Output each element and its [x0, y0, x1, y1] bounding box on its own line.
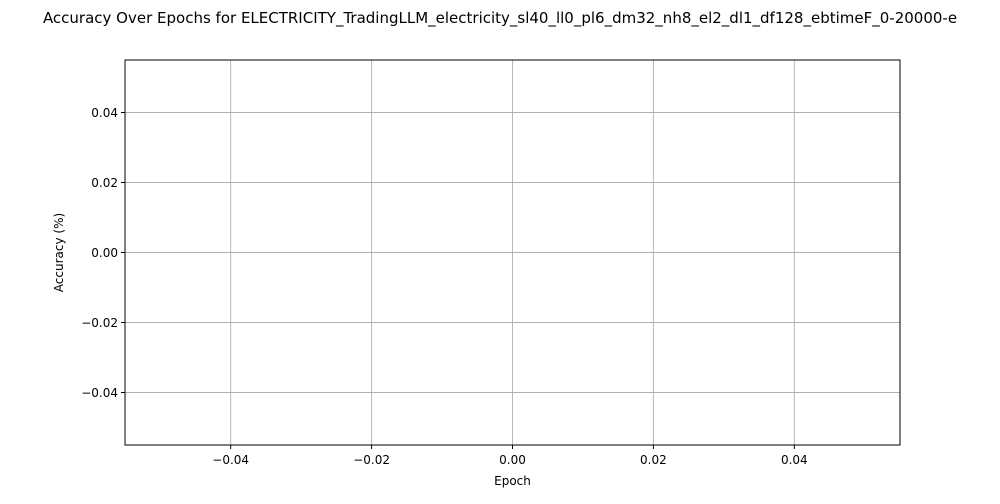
- x-tick-label: −0.02: [353, 453, 390, 467]
- x-tick-label: 0.00: [499, 453, 526, 467]
- x-axis-label: Epoch: [494, 474, 531, 488]
- chart-title: Accuracy Over Epochs for ELECTRICITY_Tra…: [43, 9, 957, 28]
- y-axis-ticks: −0.04 −0.02 0.00 0.02 0.04: [81, 106, 125, 400]
- x-axis-ticks: −0.04 −0.02 0.00 0.02 0.04: [212, 445, 808, 467]
- y-tick-label: 0.00: [91, 246, 118, 260]
- y-tick-label: 0.02: [91, 176, 118, 190]
- y-tick-label: −0.02: [81, 316, 118, 330]
- y-tick-label: 0.04: [91, 106, 118, 120]
- y-tick-label: −0.04: [81, 386, 118, 400]
- x-tick-label: 0.04: [781, 453, 808, 467]
- x-tick-label: −0.04: [212, 453, 249, 467]
- y-axis-label: Accuracy (%): [52, 213, 66, 292]
- grid-lines: [125, 60, 900, 445]
- x-tick-label: 0.02: [640, 453, 667, 467]
